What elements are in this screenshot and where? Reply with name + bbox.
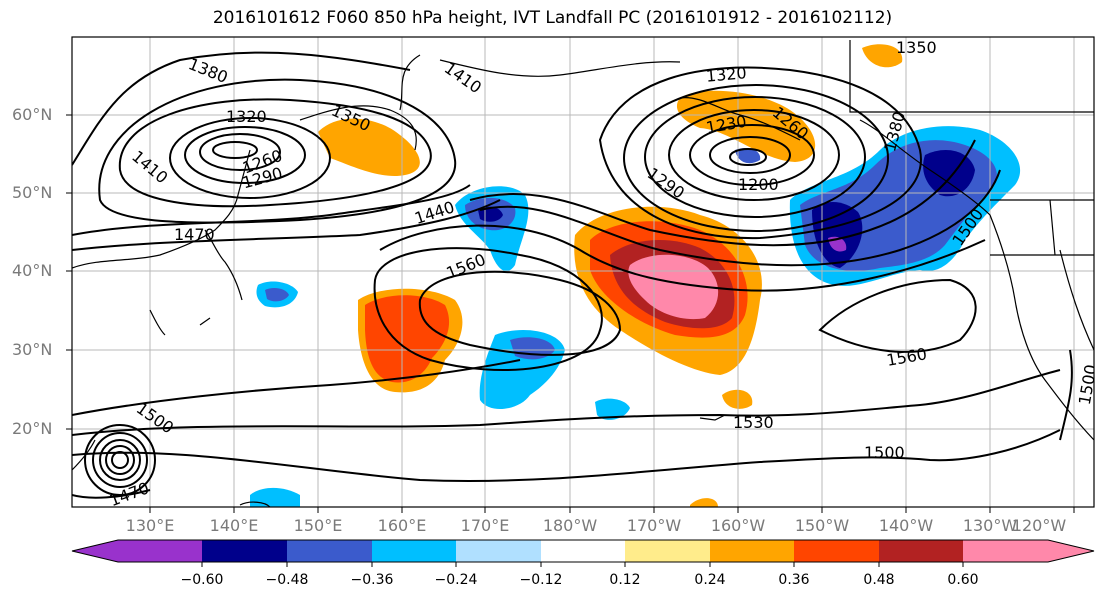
colorbar-segment [963,540,1048,562]
colorbar-segment [72,540,118,562]
contour-label: 1470 [174,225,215,244]
colorbar-segment [541,540,625,562]
lon-label: 130°W [962,516,1018,535]
lon-label: 130°E [125,516,175,535]
lon-label: 150°W [794,516,850,535]
contour-label: 1500 [864,443,905,462]
map-frame [71,36,1095,508]
contour-label: 1350 [896,38,937,57]
colorbar-segment [625,540,710,562]
colorbar-tick-label: 0.48 [863,572,895,588]
colorbar-tick-label: 0.12 [609,572,641,588]
colorbar-tick-label: 0.36 [778,572,810,588]
colorbar-tick-label: −0.60 [180,572,224,588]
lat-label: 20°N [12,419,53,438]
colorbar [71,539,1095,567]
colorbar-segment [287,540,372,562]
colorbar-segment [202,540,287,562]
contour-label: 1500 [1075,363,1101,406]
colorbar-tick-label: −0.12 [519,572,563,588]
colorbar-tick-label: −0.36 [350,572,394,588]
colorbar-segment [456,540,541,562]
lat-label: 60°N [12,105,53,124]
lon-label: 180°W [542,516,598,535]
colorbar-tick-label: −0.24 [434,572,478,588]
lon-label: 160°E [377,516,427,535]
contour-label: 1320 [705,63,747,85]
colorbar-segment [1048,540,1094,562]
colorbar-tick-label: 0.24 [694,572,726,588]
ivt-anomaly-shading [250,44,1021,507]
colorbar-tick-label: 0.60 [947,572,979,588]
colorbar-segment [372,540,456,562]
map-title: 2016101612 F060 850 hPa height, IVT Land… [212,8,893,28]
lat-label: 30°N [12,340,53,359]
lat-label: 40°N [12,261,53,280]
coastlines [72,40,1094,507]
lon-label: 120°W [1011,516,1067,535]
colorbar-outline [71,539,1095,563]
colorbar-segment [118,540,202,562]
colorbar-segment [879,540,963,562]
contour-label: 1200 [738,175,779,194]
lon-label: 160°W [710,516,766,535]
lon-label: 150°E [293,516,343,535]
colorbar-segment [794,540,879,562]
lon-label: 140°W [878,516,934,535]
axis-ticks [66,114,1075,513]
lon-label: 140°E [209,516,259,535]
lon-label: 170°E [460,516,510,535]
colorbar-segment [710,540,794,562]
colorbar-tick-label: −0.48 [265,572,309,588]
contour-label: 1320 [226,107,267,126]
lat-label: 50°N [12,183,53,202]
lon-label: 170°W [626,516,682,535]
contour-label: 1530 [733,413,774,432]
height-contours [72,51,1073,499]
